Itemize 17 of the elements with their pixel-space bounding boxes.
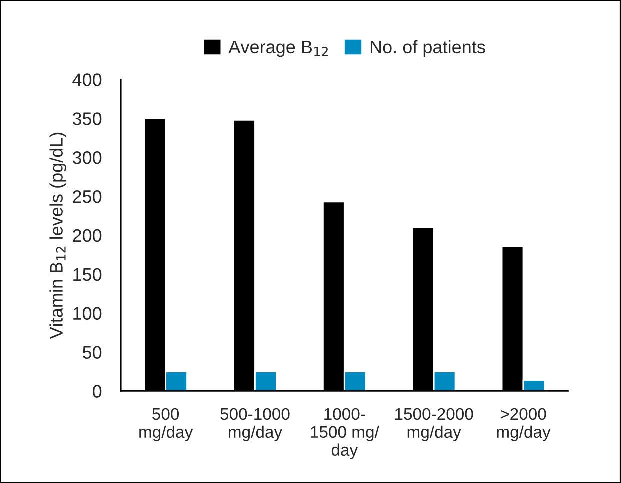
y-tick-label: 400 xyxy=(72,74,102,86)
y-tick-label: 50 xyxy=(82,346,102,360)
x-tick-label: 1000- 1500 mg/ day xyxy=(311,408,380,460)
y-tick-label: 300 xyxy=(72,152,102,164)
x-tick-label: 500-1000 mg/day xyxy=(220,408,290,442)
y-tick-label: 200 xyxy=(73,229,102,242)
x-tick-label: 500 mg/day xyxy=(140,408,194,442)
x-tick-label: 1500-2000 mg/day xyxy=(396,408,474,442)
y-tick-label: 250 xyxy=(73,190,102,204)
legend-label: No. of patients xyxy=(370,40,486,58)
y-tick-label: 350 xyxy=(72,112,102,126)
y-tick-label: 150 xyxy=(74,268,102,282)
y-axis-title: Vitamin B$_{12}$ levels (pg/dL) xyxy=(50,132,67,340)
x-tick-label: >2000 mg/day xyxy=(497,408,551,442)
y-tick-label: 100 xyxy=(74,307,102,320)
y-tick-label: 0 xyxy=(93,385,102,398)
legend-label: Average B$_{12}$ xyxy=(228,40,328,58)
